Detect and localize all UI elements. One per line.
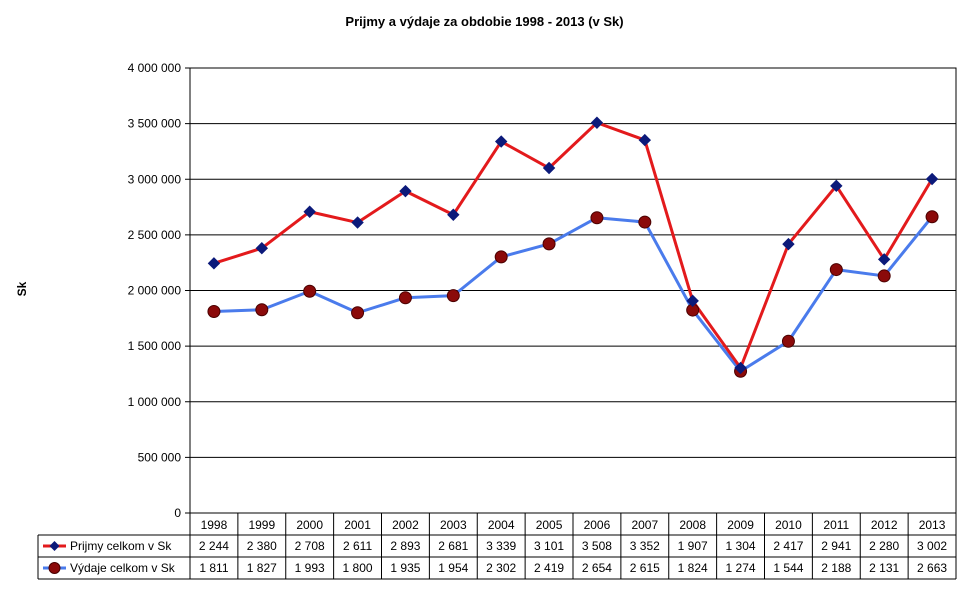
data-point-circle [877, 269, 891, 283]
data-label: 2 419 [534, 561, 564, 575]
data-point-diamond [207, 257, 221, 270]
x-tick-label: 2009 [727, 518, 754, 532]
data-label: 2 280 [869, 539, 899, 553]
data-point-circle [351, 306, 365, 320]
series-lines [207, 116, 939, 378]
data-label: 3 002 [917, 539, 947, 553]
data-point-circle [494, 250, 508, 264]
series-line-2 [213, 215, 934, 373]
data-point-diamond [447, 208, 460, 221]
data-label: 3 352 [630, 539, 660, 553]
chart-title: Prijmy a výdaje za obdobie 1998 - 2013 (… [345, 14, 624, 29]
x-tick-label: 2002 [392, 518, 419, 532]
data-point-circle [781, 334, 795, 348]
data-point-circle [255, 303, 269, 317]
x-tick-label: 2006 [584, 518, 611, 532]
data-label: 1 824 [678, 561, 708, 575]
y-tick-label: 3 500 000 [128, 117, 182, 131]
y-tick-label: 3 000 000 [128, 172, 182, 186]
data-point-diamond [638, 133, 652, 147]
data-label: 2 893 [390, 539, 420, 553]
legend-key-circle [48, 562, 61, 574]
x-tick-label: 1999 [248, 518, 275, 532]
y-tick-label: 2 500 000 [128, 228, 182, 242]
legend-key-diamond [49, 541, 60, 551]
data-point-circle [925, 210, 939, 224]
data-label: 2 941 [821, 539, 851, 553]
series-line-1 [213, 121, 934, 370]
data-label: 2 708 [295, 539, 325, 553]
data-label: 1 993 [295, 561, 325, 575]
x-tick-label: 2007 [631, 518, 658, 532]
data-label: 2 302 [486, 561, 516, 575]
data-table: 1998 1999 2000 2001 2002 2003 2004 2005 2006 2007… [37, 512, 957, 580]
data-label: 2 244 [199, 539, 229, 553]
data-label: 1 800 [343, 561, 373, 575]
data-label: 1 827 [247, 561, 277, 575]
data-point-diamond [494, 135, 508, 148]
x-tick-label: 2001 [344, 518, 371, 532]
data-label: 2 615 [630, 561, 660, 575]
y-tick-label: 2 000 000 [128, 284, 182, 298]
x-tick-label: 2013 [919, 518, 946, 532]
data-point-diamond [877, 253, 891, 266]
data-label: 2 681 [438, 539, 468, 553]
y-tick-label: 1 500 000 [128, 339, 182, 353]
data-label: 1 907 [678, 539, 708, 553]
data-point-diamond [734, 361, 747, 375]
data-label: 1 954 [438, 561, 468, 575]
legend-label: Prijmy celkom v Sk [70, 539, 172, 553]
data-label: 2 131 [869, 561, 899, 575]
data-label: 1 811 [199, 561, 228, 575]
gridlines [189, 67, 957, 514]
data-label: 2 380 [247, 539, 277, 553]
data-point-diamond [925, 172, 939, 186]
data-point-circle [590, 211, 604, 225]
data-point-circle [207, 305, 221, 319]
data-label: 3 101 [534, 539, 564, 553]
x-tick-label: 2010 [775, 518, 802, 532]
y-axis-ticks: 0 500 000 1 000 000 1 500 000 2 000 000 2 500… [128, 61, 190, 520]
data-point-circle [638, 215, 652, 229]
x-tick-label: 2008 [679, 518, 706, 532]
data-point-diamond [830, 179, 843, 193]
data-label: 1 935 [390, 561, 420, 575]
data-point-circle [303, 284, 317, 298]
data-label: 1 544 [773, 561, 803, 575]
y-tick-label: 0 [174, 506, 181, 520]
data-label: 1 304 [726, 539, 756, 553]
x-tick-label: 2004 [488, 518, 515, 532]
data-point-diamond [590, 116, 604, 129]
legend-label: Výdaje celkom v Sk [70, 561, 176, 575]
data-point-circle [398, 291, 412, 305]
data-point-diamond [782, 237, 795, 251]
data-point-diamond [686, 294, 699, 308]
y-tick-label: 500 000 [138, 450, 182, 464]
x-tick-label: 2005 [536, 518, 563, 532]
data-point-circle [446, 289, 460, 303]
data-label: 2 654 [582, 561, 612, 575]
data-label: 1 274 [726, 561, 756, 575]
x-tick-label: 2003 [440, 518, 467, 532]
data-point-diamond [351, 216, 364, 229]
data-point-diamond [303, 205, 316, 218]
data-point-diamond [399, 184, 412, 198]
x-tick-label: 2012 [871, 518, 898, 532]
data-point-circle [542, 237, 556, 251]
x-tick-label: 2000 [296, 518, 323, 532]
data-label: 2 417 [773, 539, 803, 553]
x-tick-label: 1998 [201, 518, 228, 532]
data-point-diamond [255, 242, 269, 255]
y-tick-label: 1 000 000 [128, 395, 182, 409]
data-point-diamond [542, 161, 556, 175]
data-label: 2 611 [343, 539, 372, 553]
x-tick-label: 2011 [823, 518, 849, 532]
data-label: 2 188 [821, 561, 851, 575]
data-label: 2 663 [917, 561, 947, 575]
data-point-circle [829, 263, 843, 277]
data-label: 3 339 [486, 539, 516, 553]
data-label: 3 508 [582, 539, 612, 553]
y-tick-label: 4 000 000 [128, 61, 182, 75]
